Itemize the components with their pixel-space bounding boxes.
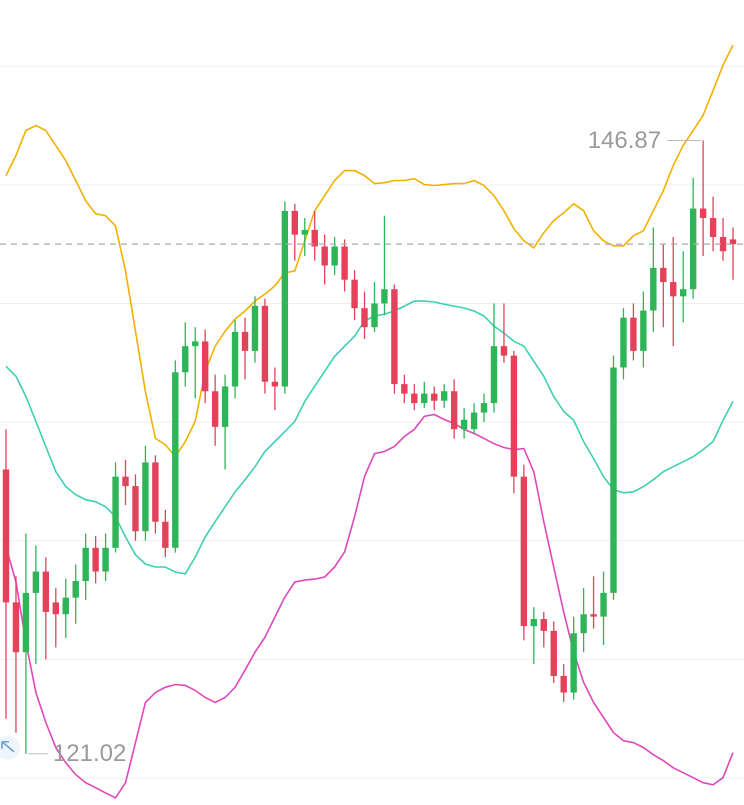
candle-body <box>341 246 348 280</box>
candle-body <box>490 346 498 404</box>
candle-body <box>321 246 328 266</box>
candle-body <box>112 476 119 548</box>
candle-body <box>680 289 687 297</box>
candle-body <box>32 571 40 593</box>
candle-body <box>82 547 89 582</box>
candle-body <box>510 355 518 477</box>
candle-body <box>620 317 627 368</box>
candle-body <box>72 581 79 598</box>
candle-body <box>500 346 508 356</box>
candle-body <box>530 618 538 627</box>
candle-body <box>630 317 637 351</box>
candle-body <box>301 229 308 235</box>
candle-body <box>460 419 468 430</box>
candle-body <box>570 633 577 693</box>
candle-body <box>431 393 438 401</box>
candle-body <box>271 381 279 387</box>
candle-body <box>640 310 647 351</box>
candle-body <box>401 384 408 394</box>
candle-body <box>331 246 338 266</box>
min-label: 121.02 <box>53 740 126 767</box>
candle-body <box>590 614 597 617</box>
candle-body <box>729 239 737 245</box>
candle-body <box>540 618 547 631</box>
candle-body <box>221 386 229 427</box>
band-line <box>5 413 734 799</box>
candle-body <box>172 372 179 548</box>
candle-body <box>480 403 488 413</box>
candle-body <box>22 592 30 653</box>
candle-body <box>132 486 139 532</box>
candle-body <box>371 303 378 328</box>
candle-body <box>201 341 209 392</box>
candle-body <box>142 462 149 532</box>
candle-body <box>241 331 249 351</box>
candle-body <box>152 462 159 522</box>
candle-body <box>2 469 10 603</box>
candle-body <box>92 547 99 572</box>
candle-body <box>520 476 528 627</box>
candle-body <box>580 614 587 634</box>
candle-body <box>560 675 567 693</box>
candle-body <box>52 602 59 615</box>
candle-body <box>719 237 727 252</box>
candle-body <box>440 391 448 401</box>
candle-body <box>162 521 169 548</box>
candle-body <box>709 218 717 238</box>
candle-body <box>699 208 707 219</box>
grid <box>0 65 744 779</box>
candle-body <box>650 267 657 311</box>
candle-body <box>381 289 388 304</box>
candle-body <box>361 308 368 328</box>
candle-body <box>12 602 20 653</box>
candle-body <box>470 412 478 430</box>
candle-body <box>450 391 458 430</box>
max-label: 146.87 <box>588 127 661 154</box>
candle-body <box>670 282 677 297</box>
candle-body <box>42 571 50 612</box>
candle-body <box>600 592 607 617</box>
candle-body <box>610 367 617 593</box>
candle-body <box>550 630 557 676</box>
min-arrow <box>1 740 15 753</box>
candles <box>2 140 737 754</box>
bands <box>5 44 734 799</box>
candle-body <box>182 346 189 373</box>
candle-body <box>281 210 289 387</box>
candle-body <box>102 547 109 572</box>
candle-body <box>192 341 199 347</box>
candle-body <box>411 393 418 404</box>
annotations: 146.87 121.02 <box>0 127 744 767</box>
candle-body <box>291 210 299 235</box>
candle-body <box>122 476 129 487</box>
candle-body <box>62 597 69 615</box>
candle-body <box>261 305 269 382</box>
band-line <box>5 44 734 459</box>
candle-body <box>231 331 239 387</box>
candle-body <box>251 305 259 351</box>
candle-body <box>311 229 318 247</box>
candle-body <box>421 393 428 404</box>
candle-body <box>689 208 697 290</box>
candle-body <box>351 279 358 309</box>
candle-body <box>391 289 398 385</box>
candle-body <box>660 267 667 283</box>
candle-body <box>211 391 219 427</box>
